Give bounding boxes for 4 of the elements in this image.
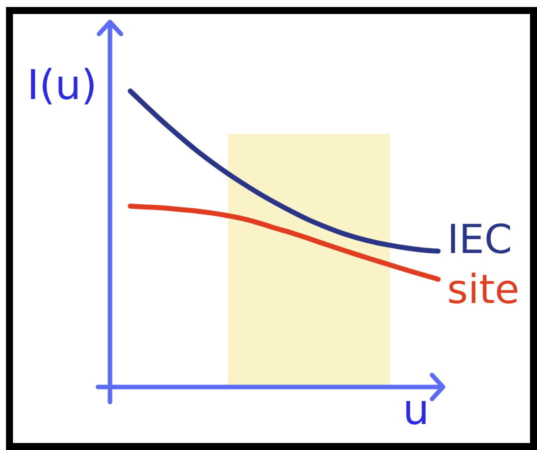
- y-axis-title: I(u): [27, 61, 98, 109]
- x-axis-title: u: [402, 385, 430, 434]
- series-label: IEC: [447, 217, 512, 264]
- series-label: site: [447, 267, 520, 314]
